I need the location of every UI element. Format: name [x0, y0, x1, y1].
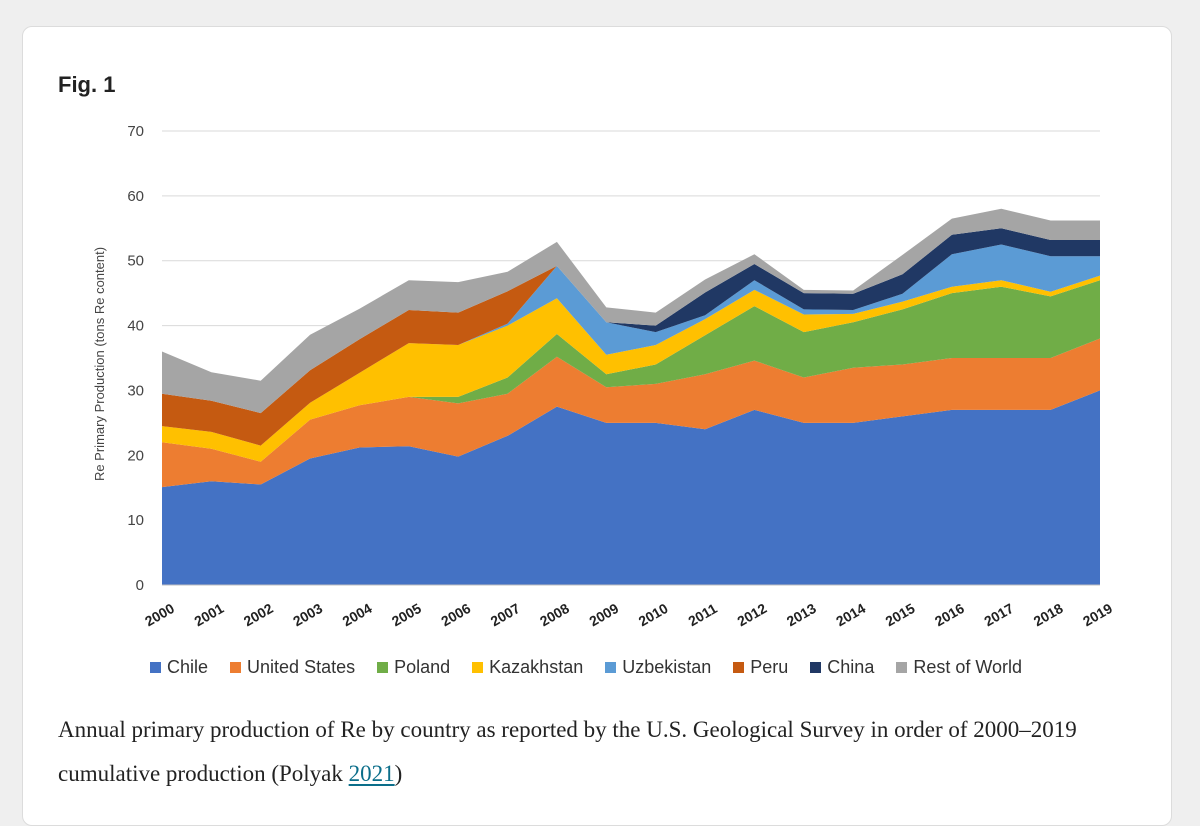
legend-label: Kazakhstan — [489, 657, 584, 677]
figure-label: Fig. 1 — [58, 72, 116, 97]
caption-text: Annual primary production of Re by count… — [58, 717, 1077, 786]
x-tick-label: 2009 — [586, 600, 621, 630]
legend-item: Rest of World — [896, 657, 1022, 678]
legend-swatch — [810, 662, 822, 673]
y-tick-label: 70 — [127, 123, 144, 140]
caption-end: ) — [394, 761, 403, 786]
legend-item: United States — [230, 657, 355, 678]
x-tick-label: 2019 — [1080, 600, 1115, 630]
legend-label: China — [827, 657, 875, 677]
legend-swatch — [733, 662, 745, 673]
area-united-states — [162, 338, 1100, 488]
legend-label: Rest of World — [913, 657, 1023, 677]
x-tick-label: 2014 — [833, 600, 868, 630]
legend-label: Peru — [750, 657, 789, 677]
legend-label: Chile — [167, 657, 209, 677]
legend-swatch — [605, 662, 617, 673]
area-peru — [162, 244, 1100, 446]
figure-caption: Annual primary production of Re by count… — [58, 708, 1138, 796]
x-tick-label: 2012 — [734, 600, 769, 630]
legend-item: Kazakhstan — [472, 657, 583, 678]
citation-link[interactable]: 2021 — [348, 761, 395, 786]
x-tick-label: 2011 — [685, 600, 719, 629]
x-tick-label: 2003 — [290, 600, 325, 630]
stacked-area-chart: 0 10 20 30 40 50 60 70 2000 2001 2002 2003 2004 2005 2… — [92, 123, 1115, 630]
area-uzbekistan — [162, 244, 1100, 446]
y-tick-label: 10 — [127, 512, 144, 529]
area-kazakhstan — [162, 275, 1100, 462]
y-tick-label: 30 — [127, 382, 144, 399]
y-tick-label: 40 — [127, 318, 144, 335]
legend-label: Poland — [394, 657, 451, 677]
x-tick-label: 2002 — [241, 600, 276, 630]
y-tick-label: 0 — [136, 577, 144, 594]
x-tick-label: 2008 — [537, 600, 572, 630]
legend-item: China — [810, 657, 874, 678]
legend-swatch — [150, 662, 161, 673]
x-tick-label: 2010 — [636, 600, 671, 630]
x-tick-label: 2007 — [488, 600, 523, 630]
area-rest-of-world — [162, 208, 1100, 414]
legend-item: Chile — [150, 657, 208, 678]
x-tick-label: 2004 — [339, 600, 374, 630]
x-tick-label: 2015 — [883, 600, 918, 630]
legend-swatch — [896, 662, 908, 673]
x-tick-label: 2006 — [438, 600, 473, 630]
y-tick-label: 50 — [127, 253, 144, 270]
y-axis-title: Re Primary Production (tons Re content) — [92, 247, 107, 481]
y-tick-label: 60 — [127, 188, 144, 205]
legend-item: Poland — [377, 657, 450, 678]
legend-label: United States — [247, 657, 356, 677]
legend-swatch — [377, 662, 389, 673]
x-tick-label: 2000 — [142, 600, 177, 630]
legend-item: Uzbekistan — [605, 657, 711, 678]
x-tick-label: 2005 — [389, 600, 424, 630]
x-tick-label: 2016 — [932, 600, 967, 630]
legend-swatch — [472, 662, 484, 673]
legend-item: Peru — [733, 657, 788, 678]
x-tick-label: 2017 — [981, 600, 1016, 630]
y-tick-label: 20 — [127, 447, 144, 464]
chart-legend: Chile United States Poland Kazakhstan Uzbeki… — [150, 657, 1110, 678]
x-tick-label: 2018 — [1031, 600, 1066, 630]
x-tick-label: 2001 — [191, 600, 226, 630]
area-chile — [162, 390, 1100, 585]
legend-swatch — [230, 662, 242, 673]
legend-label: Uzbekistan — [622, 657, 712, 677]
x-tick-label: 2013 — [784, 600, 819, 630]
area-poland — [162, 280, 1100, 462]
